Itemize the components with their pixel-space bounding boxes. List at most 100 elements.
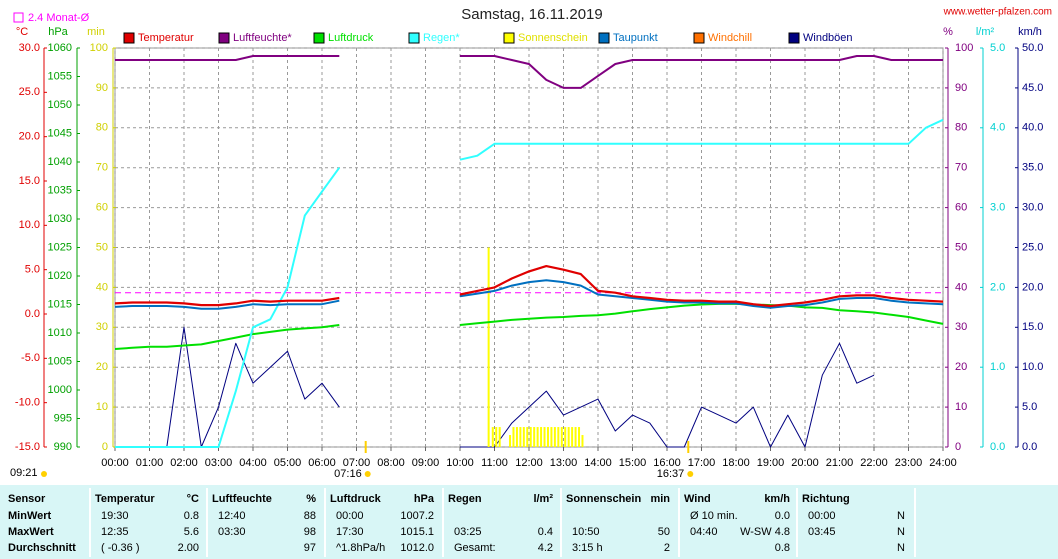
y-tick-label: 1050 xyxy=(48,99,72,111)
x-tick-label: 02:00 xyxy=(170,457,198,469)
y-tick-label: 15.0 xyxy=(1022,321,1043,333)
sun-icon xyxy=(41,471,47,477)
legend-label: Regen* xyxy=(423,32,460,44)
y-tick-label: 5.0 xyxy=(1022,401,1037,413)
table-header: Luftdruck xyxy=(330,493,382,505)
table-cell: Gesamt: xyxy=(454,542,496,554)
y-tick-label: 10 xyxy=(955,401,967,413)
y-tick-label: 50 xyxy=(96,241,108,253)
y-tick-label: 20.0 xyxy=(1022,281,1043,293)
y-tick-label: -15.0 xyxy=(15,441,40,453)
table-cell: N xyxy=(897,526,905,538)
y-tick-label: 35.0 xyxy=(1022,162,1043,174)
y-tick-label: 40 xyxy=(955,281,967,293)
table-cell: 1012.0 xyxy=(400,542,434,554)
table-header: % xyxy=(306,493,316,505)
table-header: Temperatur xyxy=(95,493,155,505)
y-tick-label: 4.0 xyxy=(990,122,1005,134)
y-tick-label: 90 xyxy=(955,82,967,94)
event-label: 16:37 xyxy=(657,468,685,480)
y-tick-label: 25.0 xyxy=(1022,241,1043,253)
table-cell: ( -0.36 ) xyxy=(101,542,140,554)
y-tick-label: 1045 xyxy=(48,127,72,139)
y-tick-label: 40 xyxy=(96,281,108,293)
table-cell: 12:40 xyxy=(218,510,246,522)
y-tick-label: 30.0 xyxy=(1022,202,1043,214)
table-cell: N xyxy=(897,510,905,522)
table-header: Sonnenschein xyxy=(566,493,641,505)
axis-unit: % xyxy=(943,26,953,38)
x-tick-label: 00:00 xyxy=(101,457,129,469)
table-cell: 88 xyxy=(304,510,316,522)
table-header: Luftfeuchte xyxy=(212,493,272,505)
sunshine-bar xyxy=(495,427,498,447)
sunshine-bar xyxy=(581,435,584,447)
x-tick-label: 22:00 xyxy=(860,457,888,469)
y-tick-label: 60 xyxy=(955,202,967,214)
table-cell: 00:00 xyxy=(808,510,836,522)
sun-icon xyxy=(687,471,694,477)
x-tick-label: 16:00 xyxy=(653,457,681,469)
y-tick-label: 1030 xyxy=(48,213,72,225)
table-cell: 04:40 xyxy=(690,526,718,538)
table-cell: 2.00 xyxy=(178,542,199,554)
sunshine-bar xyxy=(564,427,567,447)
legend-label: Sonnenschein xyxy=(518,32,588,44)
y-tick-label: 10.0 xyxy=(19,219,40,231)
sunshine-bar xyxy=(526,427,529,447)
x-tick-label: 10:00 xyxy=(446,457,474,469)
sun-icon xyxy=(364,471,371,477)
y-tick-label: 10.0 xyxy=(1022,361,1043,373)
y-tick-label: 45.0 xyxy=(1022,82,1043,94)
x-tick-label: 20:00 xyxy=(791,457,819,469)
series-line xyxy=(114,279,944,310)
series-line xyxy=(114,302,944,350)
y-tick-label: 1005 xyxy=(48,355,72,367)
table-cell: 19:30 xyxy=(101,510,129,522)
sunshine-bar xyxy=(560,427,563,447)
x-tick-label: 12:00 xyxy=(515,457,543,469)
x-tick-label: 09:00 xyxy=(412,457,440,469)
legend-swatch xyxy=(218,32,230,44)
y-tick-label: 100 xyxy=(955,42,973,54)
sunshine-bar xyxy=(550,427,553,447)
table-cell: 00:00 xyxy=(336,510,364,522)
table-cell: 10:50 xyxy=(572,526,600,538)
table-cell: 0.0 xyxy=(775,510,790,522)
y-tick-label: 0.0 xyxy=(990,441,1005,453)
source: www.wetter-pfalzen.com xyxy=(943,7,1052,18)
table-cell: 03:30 xyxy=(218,526,246,538)
y-tick-label: 5.0 xyxy=(25,264,40,276)
y-tick-label: 5.0 xyxy=(990,42,1005,54)
y-tick-label: 1035 xyxy=(48,184,72,196)
x-tick-label: 08:00 xyxy=(377,457,405,469)
legend-label: Temperatur xyxy=(138,32,194,44)
y-tick-label: 0.0 xyxy=(25,308,40,320)
legend-label: Luftfeuchte* xyxy=(233,32,292,44)
table-cell: W-SW 4.8 xyxy=(740,526,790,538)
table-header: Richtung xyxy=(802,493,850,505)
axis-unit: km/h xyxy=(1018,26,1042,38)
x-tick-label: 05:00 xyxy=(274,457,302,469)
x-tick-label: 17:00 xyxy=(688,457,716,469)
sunshine-bar xyxy=(519,427,522,447)
legend-label: Windchill xyxy=(708,32,752,44)
sunshine-bar xyxy=(536,427,539,447)
update-time: 09:21 xyxy=(10,467,38,479)
series-line xyxy=(114,265,944,308)
legend-swatch xyxy=(693,32,705,44)
y-tick-label: 50.0 xyxy=(1022,42,1043,54)
x-tick-label: 15:00 xyxy=(619,457,647,469)
sunshine-bar xyxy=(540,427,543,447)
table-cell: 17:30 xyxy=(336,526,364,538)
table-header: Sensor xyxy=(8,493,46,505)
y-tick-label: 990 xyxy=(54,441,72,453)
y-tick-label: 1060 xyxy=(48,42,72,54)
table-header: l/m² xyxy=(533,493,553,505)
table-cell: 98 xyxy=(304,526,316,538)
table-background xyxy=(0,485,1058,559)
y-tick-label: 50 xyxy=(955,241,967,253)
x-tick-label: 11:00 xyxy=(481,457,508,469)
table-cell: 12:35 xyxy=(101,526,129,538)
